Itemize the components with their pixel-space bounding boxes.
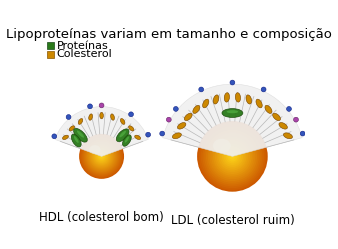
Circle shape (211, 135, 254, 178)
Circle shape (229, 153, 236, 160)
Circle shape (86, 141, 117, 172)
Ellipse shape (100, 112, 103, 119)
Ellipse shape (125, 136, 129, 143)
Circle shape (95, 150, 108, 163)
Ellipse shape (77, 130, 84, 138)
Circle shape (89, 144, 114, 169)
Circle shape (94, 148, 110, 164)
Circle shape (199, 123, 266, 190)
Circle shape (215, 139, 250, 174)
Ellipse shape (111, 114, 115, 120)
Circle shape (81, 136, 122, 177)
Circle shape (210, 133, 256, 179)
Ellipse shape (213, 95, 219, 104)
Ellipse shape (235, 93, 241, 102)
Circle shape (100, 155, 103, 158)
Circle shape (52, 134, 57, 139)
Ellipse shape (120, 119, 125, 124)
Circle shape (129, 112, 134, 117)
Circle shape (261, 87, 266, 92)
Circle shape (222, 146, 243, 167)
Circle shape (202, 126, 262, 187)
Text: Proteínas: Proteínas (57, 41, 108, 51)
Circle shape (225, 149, 240, 163)
Ellipse shape (69, 126, 75, 131)
Ellipse shape (213, 139, 231, 153)
Ellipse shape (184, 113, 192, 121)
Circle shape (287, 107, 291, 111)
Circle shape (220, 144, 245, 169)
Ellipse shape (71, 134, 81, 147)
Circle shape (79, 134, 124, 179)
Circle shape (217, 140, 248, 172)
Ellipse shape (172, 133, 182, 139)
Circle shape (97, 152, 106, 161)
FancyBboxPatch shape (47, 42, 54, 49)
Circle shape (99, 154, 104, 159)
Circle shape (208, 132, 257, 181)
Wedge shape (55, 107, 148, 156)
Ellipse shape (256, 99, 262, 108)
Circle shape (87, 142, 116, 171)
Circle shape (88, 104, 92, 109)
Circle shape (160, 131, 165, 136)
Ellipse shape (74, 128, 87, 142)
Text: HDL (colesterol bom): HDL (colesterol bom) (39, 211, 164, 224)
Circle shape (218, 142, 246, 171)
Ellipse shape (89, 145, 100, 154)
Circle shape (199, 87, 203, 92)
FancyBboxPatch shape (47, 51, 54, 58)
Ellipse shape (116, 129, 129, 142)
Circle shape (204, 128, 261, 185)
Ellipse shape (246, 95, 251, 104)
Circle shape (98, 153, 105, 160)
Circle shape (88, 143, 115, 170)
Circle shape (99, 103, 104, 108)
Circle shape (85, 139, 118, 173)
Text: LDL (colesterol ruim): LDL (colesterol ruim) (171, 214, 294, 227)
Circle shape (223, 148, 241, 165)
Ellipse shape (128, 126, 134, 131)
Ellipse shape (135, 135, 141, 139)
Circle shape (90, 145, 113, 168)
Ellipse shape (74, 136, 79, 143)
Ellipse shape (273, 113, 281, 121)
Ellipse shape (193, 105, 200, 114)
Ellipse shape (123, 135, 131, 146)
Text: Colesterol: Colesterol (57, 50, 112, 60)
Circle shape (206, 130, 259, 183)
Ellipse shape (63, 135, 69, 139)
Circle shape (300, 131, 305, 136)
Circle shape (197, 121, 268, 192)
Wedge shape (163, 84, 302, 156)
Circle shape (173, 107, 178, 111)
Circle shape (294, 117, 298, 122)
Circle shape (83, 138, 120, 174)
Circle shape (227, 151, 238, 162)
Circle shape (166, 117, 171, 122)
Ellipse shape (284, 133, 292, 139)
Text: Lipoproteínas variam em tamanho e composição: Lipoproteínas variam em tamanho e compos… (6, 28, 332, 41)
Circle shape (82, 137, 121, 176)
Circle shape (146, 132, 150, 137)
Circle shape (80, 135, 123, 178)
Circle shape (92, 146, 112, 167)
Ellipse shape (89, 114, 93, 120)
Ellipse shape (177, 123, 186, 129)
Ellipse shape (224, 93, 230, 102)
Circle shape (66, 115, 71, 120)
Circle shape (213, 137, 252, 176)
Ellipse shape (279, 123, 287, 129)
Circle shape (201, 124, 264, 188)
Ellipse shape (78, 119, 83, 124)
Ellipse shape (227, 110, 238, 113)
Ellipse shape (119, 131, 126, 137)
Ellipse shape (222, 109, 243, 118)
Ellipse shape (265, 105, 272, 114)
Ellipse shape (202, 99, 209, 108)
Circle shape (96, 151, 107, 162)
Circle shape (93, 147, 111, 165)
Circle shape (231, 155, 234, 158)
Circle shape (230, 80, 235, 85)
